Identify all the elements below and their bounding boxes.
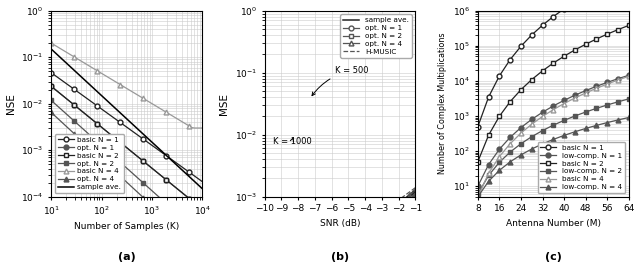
sample ave. [96, 92, 104, 95]
basic N = 2 [86, 116, 93, 119]
Line: sample ave.: sample ave. [51, 49, 202, 189]
basic N = 4 [47, 41, 55, 45]
basic N = 1 [73, 89, 81, 93]
basic N = 1 [142, 139, 150, 143]
sample ave. [99, 95, 106, 98]
sample ave. [86, 83, 93, 86]
sample ave. [47, 47, 55, 51]
sample ave. [198, 187, 206, 190]
basic N = 2 [99, 126, 106, 129]
Legend: basic N = 1, opt. N = 1, basic N = 2, opt. N = 2, basic N = 4, opt. N = 4, sampl: basic N = 1, opt. N = 1, basic N = 2, op… [55, 134, 124, 193]
opt. N = 4 [99, 158, 106, 161]
opt. N = 1 [142, 161, 150, 165]
opt. N = 4 [47, 111, 55, 114]
Text: K = 500: K = 500 [312, 66, 369, 95]
basic N = 1 [91, 102, 99, 106]
basic N = 4 [198, 126, 206, 130]
opt. N = 2 [47, 99, 55, 102]
Y-axis label: Number of Complex Multiplications: Number of Complex Multiplications [438, 33, 447, 174]
opt. N = 4 [73, 134, 81, 138]
Text: (a): (a) [118, 253, 136, 262]
opt. N = 4 [142, 198, 150, 201]
Y-axis label: MSE: MSE [219, 93, 229, 115]
sample ave. [142, 135, 150, 138]
basic N = 1 [99, 108, 106, 111]
basic N = 4 [142, 98, 150, 102]
opt. N = 4 [198, 250, 206, 254]
opt. N = 2 [99, 145, 106, 148]
Line: opt. N = 4: opt. N = 4 [49, 110, 205, 254]
basic N = 2 [73, 105, 81, 109]
basic N = 4 [99, 72, 106, 75]
Legend: basic N = 1, low-comp. N = 1, basic N = 2, low-comp. N = 2, basic N = 4, low-com: basic N = 1, low-comp. N = 1, basic N = … [538, 142, 625, 193]
basic N = 2 [198, 207, 206, 211]
Legend: sample ave., opt. N = 1, opt. N = 2, opt. N = 4, H-MUSIC: sample ave., opt. N = 1, opt. N = 2, opt… [340, 14, 412, 58]
X-axis label: Number of Samples (K): Number of Samples (K) [74, 222, 179, 231]
basic N = 1 [86, 99, 93, 102]
opt. N = 1 [198, 207, 206, 211]
sample ave. [73, 71, 81, 74]
opt. N = 1 [86, 116, 93, 119]
basic N = 1 [96, 106, 104, 109]
Text: (c): (c) [545, 253, 562, 262]
opt. N = 2 [142, 184, 150, 187]
Text: K = 1000: K = 1000 [273, 137, 312, 146]
opt. N = 1 [47, 85, 55, 88]
basic N = 2 [96, 124, 104, 128]
opt. N = 1 [91, 120, 99, 123]
opt. N = 1 [96, 124, 104, 128]
opt. N = 4 [86, 146, 93, 150]
basic N = 4 [91, 68, 99, 71]
Line: opt. N = 2: opt. N = 2 [49, 98, 205, 238]
basic N = 2 [47, 85, 55, 88]
opt. N = 2 [86, 133, 93, 136]
opt. N = 2 [91, 138, 99, 141]
opt. N = 4 [96, 156, 104, 159]
opt. N = 4 [91, 151, 99, 154]
basic N = 2 [91, 120, 99, 123]
opt. N = 1 [99, 126, 106, 129]
opt. N = 1 [73, 105, 81, 109]
opt. N = 2 [198, 234, 206, 237]
basic N = 1 [47, 71, 55, 74]
Line: basic N = 4: basic N = 4 [49, 41, 205, 131]
Line: basic N = 2: basic N = 2 [49, 84, 205, 211]
basic N = 4 [73, 57, 81, 60]
basic N = 1 [198, 180, 206, 183]
sample ave. [91, 87, 99, 91]
opt. N = 2 [73, 122, 81, 125]
basic N = 4 [191, 126, 198, 130]
Y-axis label: NSE: NSE [6, 93, 15, 114]
opt. N = 2 [96, 142, 104, 146]
Line: opt. N = 1: opt. N = 1 [49, 84, 205, 211]
basic N = 4 [96, 71, 104, 74]
Line: basic N = 1: basic N = 1 [49, 70, 205, 184]
X-axis label: Antenna Number (M): Antenna Number (M) [506, 219, 601, 228]
Text: (b): (b) [331, 253, 349, 262]
basic N = 4 [86, 65, 93, 68]
X-axis label: SNR (dB): SNR (dB) [320, 219, 360, 228]
basic N = 2 [142, 161, 150, 165]
